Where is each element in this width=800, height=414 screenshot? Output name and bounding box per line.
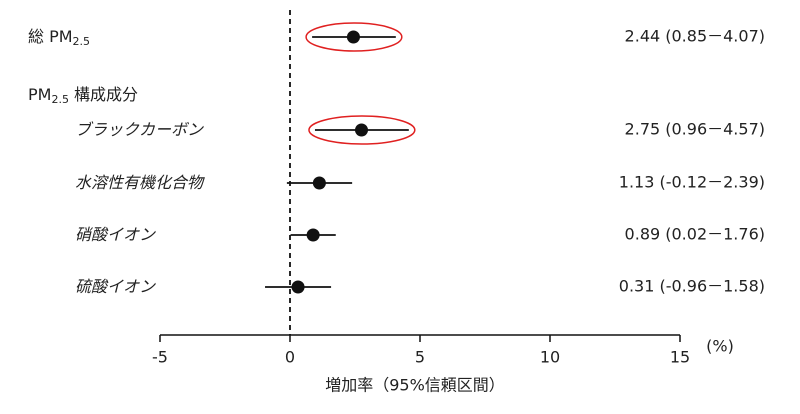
- row-label-part: PM: [28, 85, 51, 104]
- value-label: 2.75 (0.96－4.57): [625, 120, 765, 139]
- row-label: ブラックカーボン: [75, 120, 204, 139]
- point: [312, 176, 326, 190]
- row-label-part: 総 PM: [28, 27, 73, 46]
- row-label-part: 硫酸イオン: [75, 277, 156, 296]
- point: [306, 228, 320, 242]
- x-tick-label: 0: [285, 348, 295, 367]
- row-label-part: 2.5: [73, 35, 91, 48]
- point: [291, 280, 305, 294]
- value-label: 1.13 (-0.12－2.39): [619, 173, 765, 192]
- row-label: 硝酸イオン: [75, 225, 156, 244]
- row-label: 硫酸イオン: [75, 277, 156, 296]
- row-label-part: 2.5: [51, 93, 69, 106]
- value-label: 2.44 (0.85－4.07): [625, 27, 765, 46]
- x-axis-unit: (%): [706, 337, 734, 356]
- row-label-part: 水溶性有機化合物: [75, 173, 205, 192]
- value-label: 0.89 (0.02－1.76): [625, 225, 765, 244]
- x-tick-label: -5: [152, 348, 168, 367]
- point: [355, 123, 368, 137]
- x-axis-label: 増加率（95%信頼区間）: [325, 376, 505, 395]
- row-label: PM2.5 構成成分: [28, 85, 138, 107]
- highlight: [305, 22, 403, 52]
- x-tick-label: 5: [415, 348, 425, 367]
- row-label: 水溶性有機化合物: [75, 173, 205, 192]
- highlight: [308, 115, 416, 145]
- x-tick-label: 10: [540, 348, 560, 367]
- point: [346, 30, 360, 44]
- row-label: 総 PM2.5: [28, 27, 90, 49]
- row-label-part: ブラックカーボン: [75, 120, 204, 139]
- row-label-part: 構成成分: [69, 85, 138, 104]
- x-tick-label: 15: [670, 348, 690, 367]
- value-label: 0.31 (-0.96－1.58): [619, 277, 765, 296]
- row-label-part: 硝酸イオン: [75, 225, 156, 244]
